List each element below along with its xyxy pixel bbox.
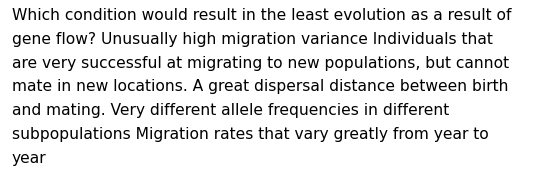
Text: mate in new locations. A great dispersal distance between birth: mate in new locations. A great dispersal… (12, 79, 508, 94)
Text: are very successful at migrating to new populations, but cannot: are very successful at migrating to new … (12, 56, 509, 71)
Text: gene flow? Unusually high migration variance Individuals that: gene flow? Unusually high migration vari… (12, 32, 493, 47)
Text: subpopulations Migration rates that vary greatly from year to: subpopulations Migration rates that vary… (12, 127, 489, 142)
Text: Which condition would result in the least evolution as a result of: Which condition would result in the leas… (12, 8, 512, 23)
Text: and mating. Very different allele frequencies in different: and mating. Very different allele freque… (12, 103, 449, 118)
Text: year: year (12, 151, 47, 166)
